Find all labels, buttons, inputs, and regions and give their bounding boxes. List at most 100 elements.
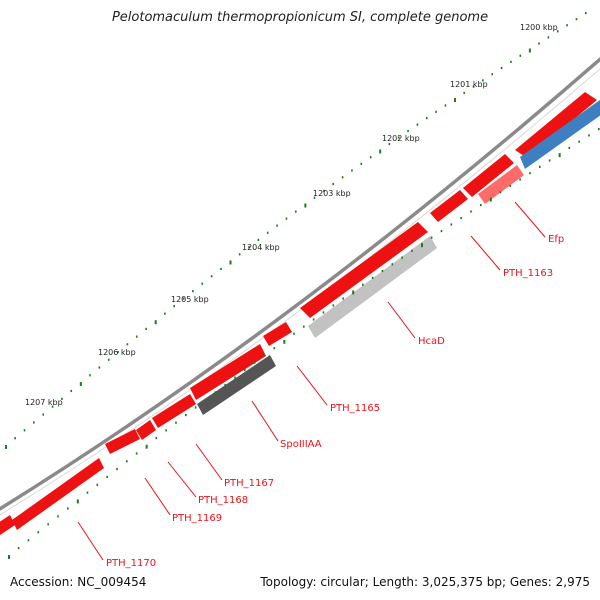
gene-block-pth1170: [12, 458, 104, 530]
scale-dot: [8, 555, 10, 559]
scale-dot: [33, 421, 35, 424]
scale-dot: [76, 499, 79, 504]
gene-labels: Efp PTH_1163 HcaD PTH_1165 SpoIIIAA PTH_…: [106, 234, 564, 569]
scale-dot: [117, 350, 119, 354]
scale-dot: [185, 413, 187, 417]
scale-dot: [440, 229, 443, 233]
scale-dot: [411, 249, 413, 252]
scale-dot: [42, 413, 45, 416]
kbp-label-1203: 1203 kbp: [313, 189, 351, 198]
scale-dot: [51, 405, 54, 408]
gene-block-pth1168: [136, 420, 156, 440]
gene-block-pth1169: [105, 429, 140, 454]
scale-dot: [489, 197, 492, 202]
gene-block-pth1167: [152, 394, 196, 428]
scale-dot: [509, 184, 512, 187]
accession-text: Accession: NC_009454: [10, 575, 147, 589]
scale-dot: [519, 54, 522, 57]
scale-dot: [391, 263, 394, 266]
scale-dot: [351, 169, 353, 172]
scale-dot: [578, 140, 580, 143]
scale-dot: [371, 276, 374, 279]
scale-dot: [528, 48, 531, 53]
scale-dot: [57, 515, 59, 518]
scale-dot: [192, 290, 194, 293]
scale-dot: [500, 66, 503, 70]
gene-label-spoiiiaa: SpoIIIAA: [280, 439, 322, 450]
scale-dot: [253, 361, 256, 364]
scale-dot: [575, 18, 578, 21]
scale-dot: [238, 253, 241, 256]
scale-dot: [204, 398, 207, 402]
scale-dot: [37, 531, 40, 534]
scale-dot: [145, 444, 148, 449]
scale-dot: [444, 104, 447, 107]
scale-dot: [244, 368, 246, 372]
scale-dot: [416, 123, 419, 126]
gene-block-hcad: [308, 236, 437, 338]
scale-dot: [435, 110, 437, 113]
scale-dot: [155, 436, 158, 440]
scale-dot: [401, 256, 403, 259]
gene-label-efp: Efp: [548, 234, 564, 245]
scale-dot: [566, 24, 568, 27]
scale-dot: [352, 290, 355, 295]
scale-dot: [263, 354, 266, 357]
genome-stats-text: Topology: circular; Length: 3,025,375 bp…: [260, 575, 590, 589]
scale-dot: [397, 136, 400, 139]
scale-dot: [539, 165, 541, 168]
scale-dot: [98, 366, 101, 369]
scale-dot: [194, 406, 197, 409]
scale-dot: [342, 297, 344, 300]
gene-block-spoiiiaa: [197, 355, 276, 415]
forward-strand-genes: [0, 92, 597, 535]
gene-block-efp-upper: [463, 154, 514, 197]
kbp-label-1205: 1205 kbp: [171, 295, 209, 304]
scale-dot: [491, 73, 494, 76]
scale-dot: [79, 382, 82, 387]
genome-backbone-inner: [0, 68, 600, 516]
scale-dot: [86, 491, 89, 494]
scale-dot: [145, 327, 147, 331]
scale-dot: [257, 238, 260, 242]
scale-dot: [175, 421, 177, 424]
gene-label-pth1168: PTH_1168: [198, 495, 248, 506]
scale-dot: [585, 12, 587, 15]
genome-title: Pelotomaculum thermopropionicum SI, comp…: [111, 10, 489, 25]
scale-dot: [332, 304, 335, 307]
scale-dot: [23, 429, 26, 432]
gene-block-top-right: [515, 92, 597, 158]
scale-dot: [472, 85, 475, 88]
gene-label-pth1170: PTH_1170: [106, 558, 156, 569]
scale-dot: [381, 269, 384, 273]
scale-dot: [14, 437, 16, 440]
scale-dot: [107, 358, 110, 361]
scale-dot: [450, 223, 453, 226]
scale-dot: [598, 128, 600, 131]
gene-block-left-edge: [0, 515, 15, 535]
scale-dot: [17, 547, 20, 550]
kbp-label-1202: 1202 kbp: [382, 134, 420, 143]
scale-dot: [460, 216, 462, 220]
scale-dot: [568, 146, 571, 150]
kbp-label-1204: 1204 kbp: [242, 243, 280, 252]
gene-label-pth1163: PTH_1163: [503, 268, 553, 279]
scale-dot: [388, 142, 391, 146]
gene-block-efp: [478, 165, 524, 204]
scale-dot: [283, 339, 286, 344]
scale-dot: [421, 243, 423, 248]
scale-dot: [224, 383, 226, 387]
scale-dot: [304, 203, 307, 208]
scale-dot: [47, 523, 49, 526]
gene-label-leaders: [77, 201, 546, 561]
outer-scale-ticks: [5, 12, 587, 449]
kbp-label-1206: 1206 kbp: [98, 348, 136, 357]
scale-dot: [276, 224, 278, 227]
scale-dot: [70, 389, 73, 393]
scale-dot: [463, 91, 465, 94]
scale-dot: [135, 452, 138, 455]
gene-label-pth1169: PTH_1169: [172, 513, 222, 524]
scale-dot: [470, 210, 472, 213]
